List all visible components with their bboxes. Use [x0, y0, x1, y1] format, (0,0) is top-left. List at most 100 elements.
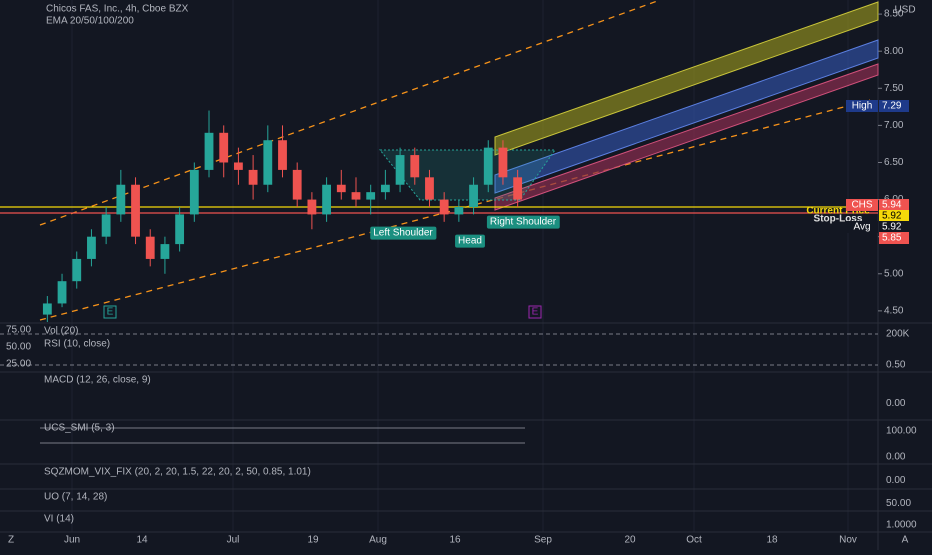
event-label: E	[107, 307, 114, 318]
candle-body	[483, 147, 493, 185]
candle-body	[380, 184, 390, 193]
channel-band	[494, 63, 879, 211]
indicator-title: EMA 20/50/100/200	[46, 16, 134, 27]
corner-right: A	[902, 535, 909, 546]
x-tick-label: 19	[307, 535, 319, 546]
price-tag	[879, 221, 909, 233]
price-tag	[879, 199, 909, 211]
candle-body	[263, 140, 273, 185]
price-tag	[879, 232, 909, 244]
candle-body	[131, 184, 140, 237]
channel-band	[494, 1, 879, 156]
pattern-label-bg	[370, 226, 437, 240]
candle-body	[160, 244, 170, 259]
candle-body	[278, 140, 287, 170]
candle-body	[322, 184, 331, 215]
candle-body	[101, 214, 111, 237]
pane-left-label: 25.00	[6, 359, 31, 370]
pattern-label-bg	[455, 234, 485, 248]
candle-body	[469, 184, 478, 207]
price-tag	[879, 210, 909, 222]
corner-left: Z	[8, 535, 14, 546]
candle-body	[410, 155, 420, 178]
candle-body	[189, 169, 199, 215]
tag-name-bg	[846, 199, 878, 211]
candle-body	[292, 169, 302, 200]
price-tag	[879, 100, 909, 112]
x-tick-label: Aug	[369, 535, 387, 546]
pane-title: RSI (10, close)	[44, 339, 110, 350]
price-tag-label: 7.29	[882, 101, 902, 112]
tag-name: High	[852, 101, 873, 112]
candle-body	[72, 258, 82, 282]
pane-right-label: 0.50	[886, 360, 906, 371]
y-tick-label: 6.50	[884, 157, 904, 168]
pane-right-label: 0.00	[886, 452, 906, 463]
currency: USD	[894, 5, 915, 16]
x-tick-label: Sep	[534, 535, 552, 546]
y-tick-label: 4.50	[884, 306, 904, 317]
candle-body	[219, 132, 229, 163]
pane-title: Vol (20)	[44, 326, 78, 337]
pane-title: VI (14)	[44, 514, 74, 525]
pane-title: UCS_SMI (5, 3)	[44, 423, 115, 434]
y-tick-label: 5.00	[884, 268, 904, 279]
x-tick-label: Oct	[686, 535, 702, 546]
pattern-zone	[378, 149, 556, 201]
candle-body	[454, 207, 464, 215]
event-marker	[528, 305, 542, 319]
pattern-label: Right Shoulder	[490, 217, 557, 228]
pattern-label-bg	[486, 215, 560, 229]
x-tick-label: Nov	[839, 535, 857, 546]
pane-title: SQZMOM_VIX_FIX (20, 2, 20, 1.5, 22, 20, …	[44, 467, 311, 478]
candle-body	[425, 177, 434, 200]
pane-right-label: 0.00	[886, 475, 906, 486]
y-tick-label: 7.00	[884, 120, 904, 131]
event-marker	[103, 305, 117, 319]
x-tick-label: 20	[624, 535, 636, 546]
candle-body	[307, 199, 317, 215]
grid	[71, 0, 849, 532]
price-tag-label: 5.94	[882, 200, 902, 211]
candle-body	[351, 192, 361, 200]
candle-body	[513, 177, 523, 200]
candle-body	[498, 147, 508, 178]
candle-body	[366, 192, 376, 200]
x-tick-label: Jun	[64, 535, 80, 546]
candle-body	[204, 132, 214, 170]
tag-name: CHS	[851, 200, 872, 211]
x-tick-label: 16	[449, 535, 461, 546]
price-tag-label: 5.92	[882, 211, 902, 222]
candle-body	[395, 155, 405, 185]
price-tag-label: 5.92	[882, 222, 902, 233]
pane-right-label: 100.00	[886, 426, 917, 437]
pane-right-label: 200K	[886, 329, 910, 340]
candle-body	[248, 169, 258, 185]
pane-left-label: 50.00	[6, 342, 31, 353]
candle-body	[234, 162, 243, 170]
pane-title: UO (7, 14, 28)	[44, 492, 107, 503]
tag-name: Avg	[853, 222, 870, 233]
y-tick-label: 8.00	[884, 46, 904, 57]
y-tick-label: 8.50	[884, 9, 904, 20]
pane-right-label: 1.0000	[886, 519, 917, 530]
x-tick-label: Jul	[227, 535, 240, 546]
pane-right-label: 50.00	[886, 498, 911, 509]
pattern-label: Left Shoulder	[373, 228, 433, 239]
candle-body	[145, 236, 155, 259]
x-tick-label: 18	[766, 535, 778, 546]
tag-name-bg	[846, 221, 878, 233]
tag-name-bg	[846, 100, 878, 112]
x-tick-label: 14	[136, 535, 148, 546]
symbol-title: Chicos FAS, Inc., 4h, Cboe BZX	[46, 4, 189, 15]
pane-left-label: 75.00	[6, 325, 31, 336]
candle-body	[336, 184, 346, 193]
current-price-label: Current Price	[806, 206, 870, 217]
channel-band	[494, 39, 879, 194]
candle-body	[116, 184, 126, 215]
candle-body	[87, 236, 96, 259]
candle-body	[175, 214, 185, 245]
